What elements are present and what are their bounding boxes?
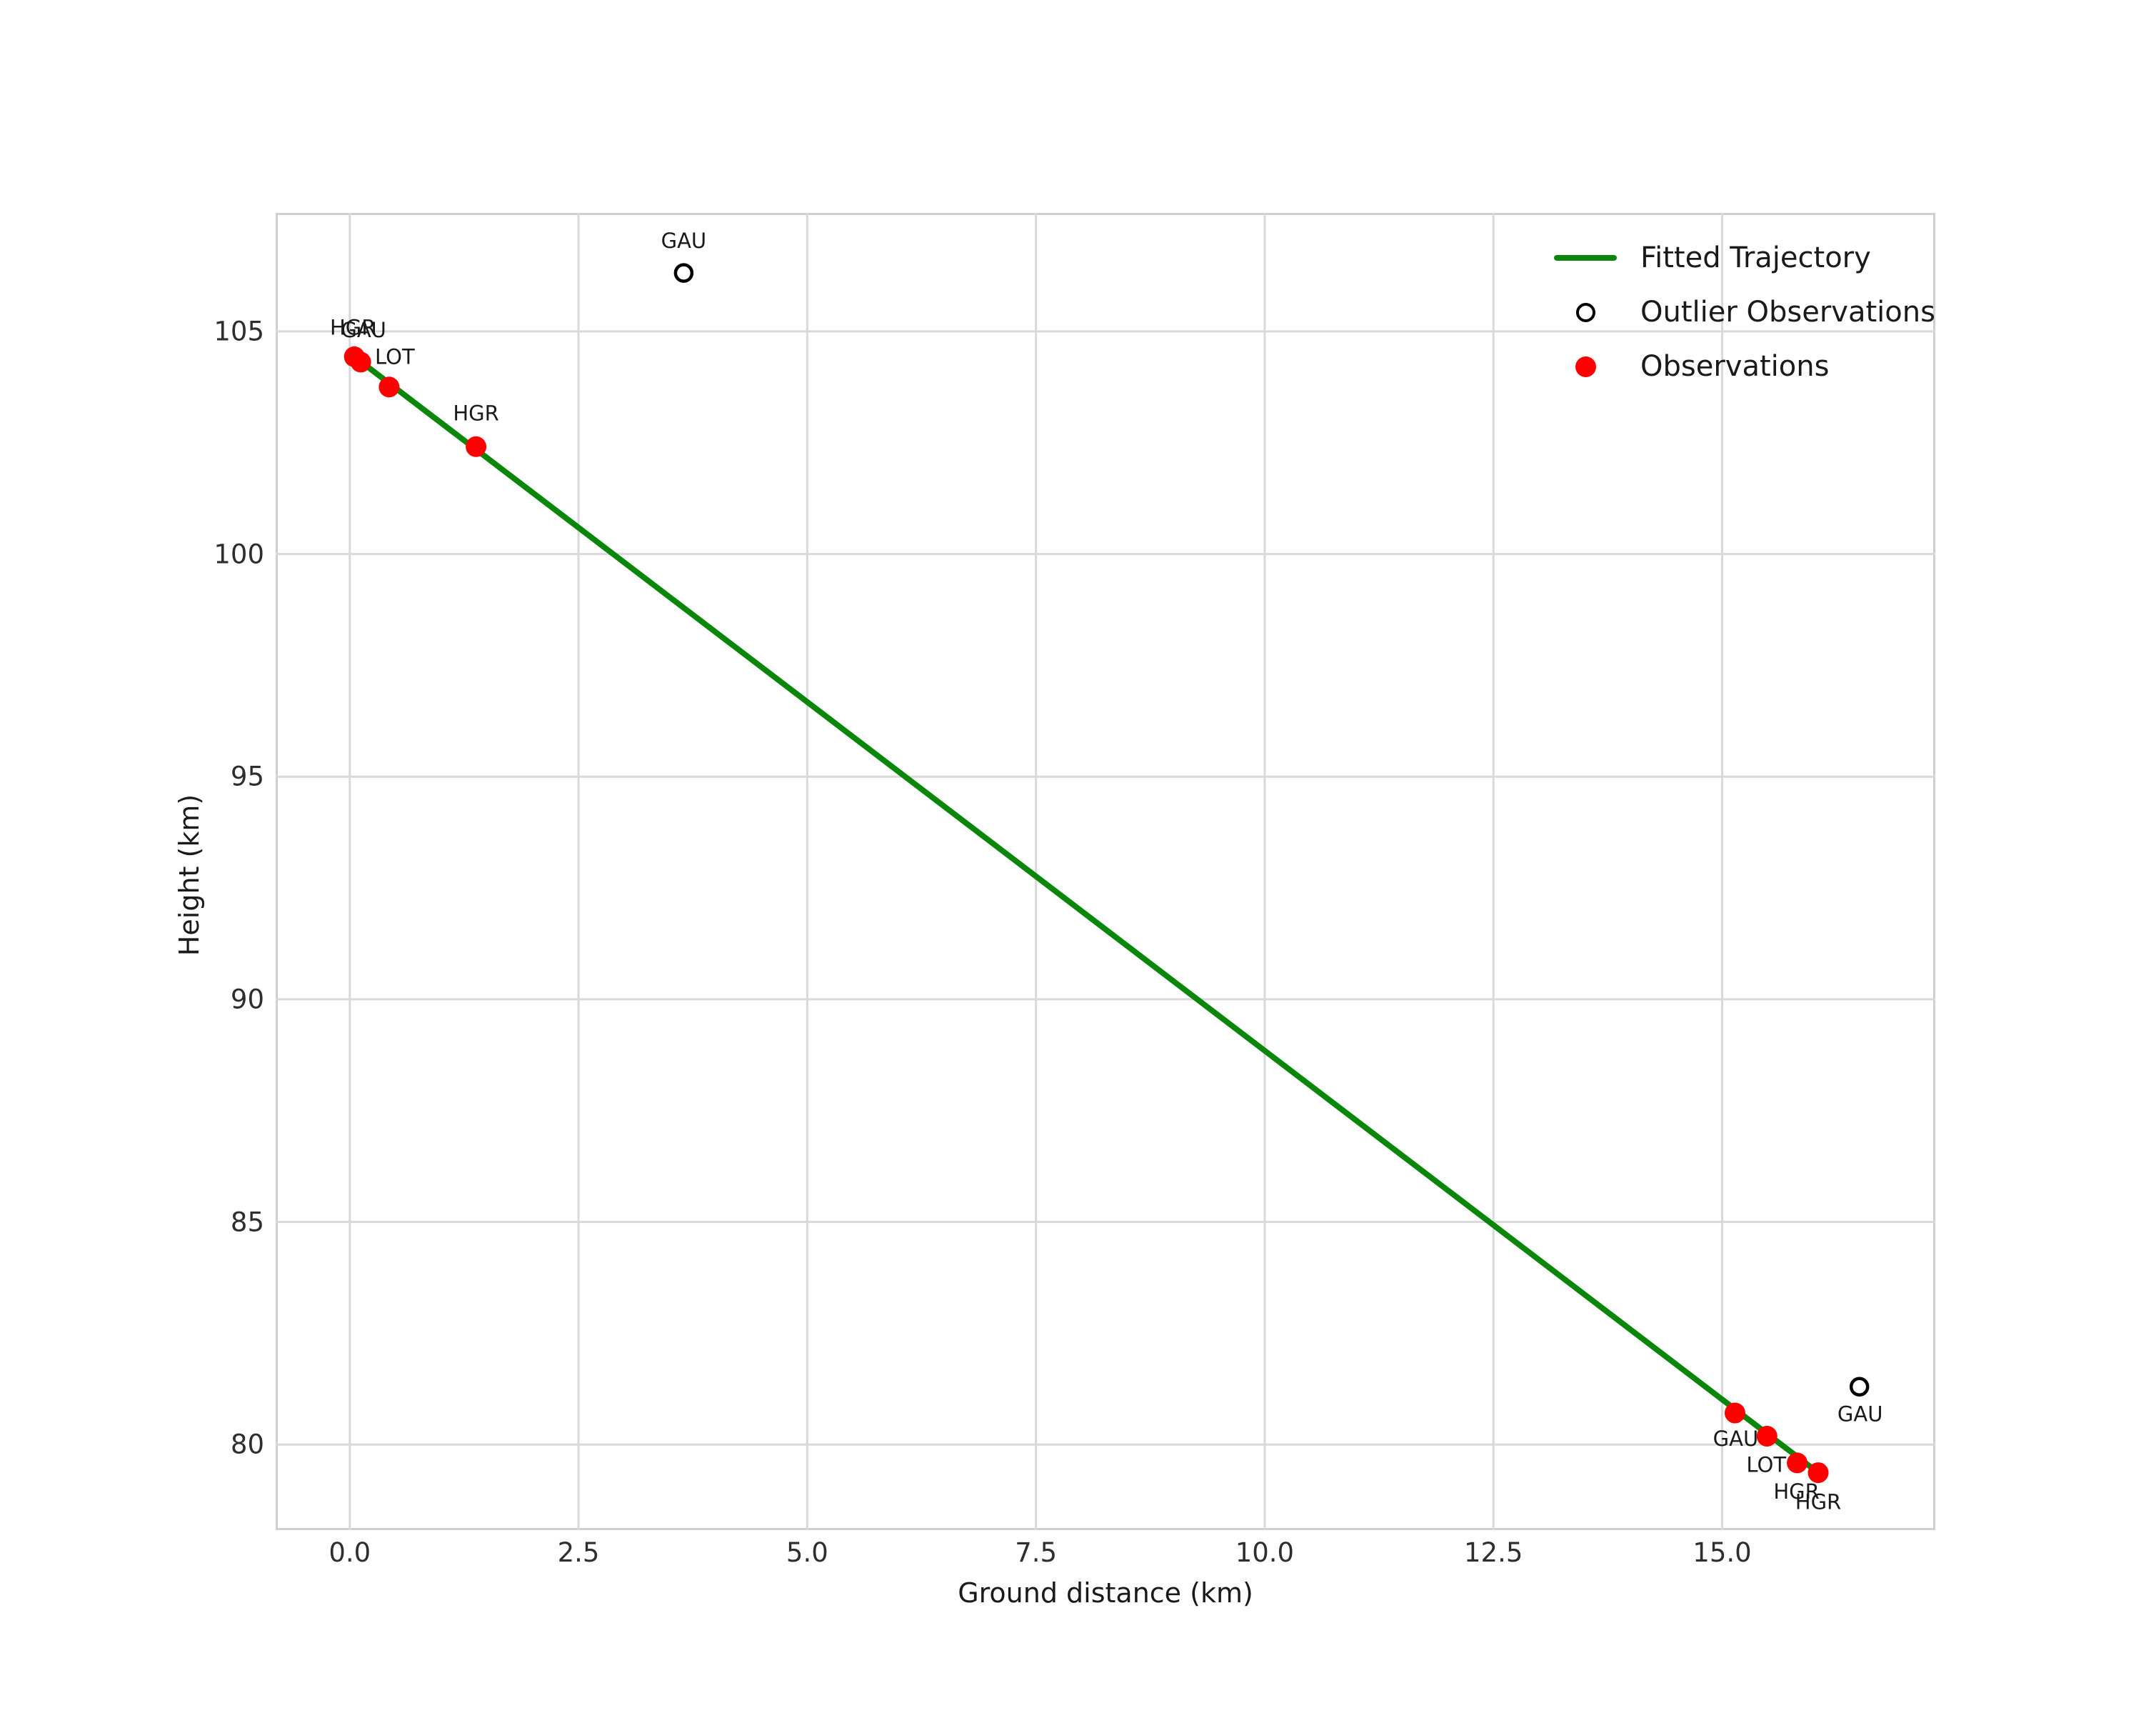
- outlier-point-gau: [1849, 1377, 1870, 1397]
- x-axis-label: Ground distance (km): [958, 1577, 1253, 1609]
- observation-point-lot: [378, 376, 400, 398]
- observation-point-hgr: [466, 436, 487, 457]
- legend-label-outlier-observations: Outlier Observations: [1640, 296, 1935, 329]
- filled-circle-marker-icon: [1575, 356, 1596, 377]
- legend-swatch: [1554, 255, 1617, 261]
- legend-entry-fitted-trajectory: Fitted Trajectory: [1554, 231, 1935, 285]
- legend-label-observations: Observations: [1640, 350, 1830, 383]
- y-tick-label: 105: [214, 316, 264, 347]
- open-circle-marker-icon: [1575, 302, 1595, 322]
- x-tick-label: 10.0: [1235, 1537, 1295, 1568]
- fitted-trajectory-line: [351, 354, 1822, 1476]
- y-tick-label: 100: [214, 539, 264, 570]
- observation-point-gau: [1724, 1402, 1745, 1424]
- x-tick-label: 5.0: [786, 1537, 828, 1568]
- legend-entry-observations: Observations: [1554, 339, 1935, 394]
- station-label-gau: GAU: [1713, 1427, 1759, 1451]
- observation-point-hgr: [1807, 1462, 1829, 1484]
- x-tick-label: 12.5: [1464, 1537, 1523, 1568]
- station-label-hgr: HGR: [1773, 1479, 1819, 1504]
- x-tick-label: 7.5: [1015, 1537, 1058, 1568]
- observation-point-lot: [1756, 1425, 1778, 1447]
- green-line-swatch-icon: [1554, 255, 1617, 261]
- y-tick-label: 80: [230, 1429, 264, 1460]
- x-tick-label: 0.0: [329, 1537, 371, 1568]
- legend-entry-outlier-observations: Outlier Observations: [1554, 285, 1935, 339]
- x-tick-label: 2.5: [557, 1537, 600, 1568]
- station-label-hgr: HGR: [1795, 1490, 1841, 1514]
- y-axis-label: Height (km): [174, 794, 205, 957]
- observation-point-hgr: [1787, 1452, 1808, 1474]
- y-tick-label: 90: [230, 984, 264, 1015]
- legend-swatch: [1554, 356, 1617, 377]
- station-label-lot: LOT: [375, 345, 415, 369]
- y-tick-label: 95: [230, 761, 264, 792]
- y-tick-label: 85: [230, 1207, 264, 1238]
- legend-label-fitted-trajectory: Fitted Trajectory: [1640, 241, 1871, 274]
- outlier-point-gau: [673, 263, 694, 283]
- station-label-gau: GAU: [341, 318, 386, 342]
- station-label-hgr: HGR: [330, 315, 376, 339]
- axes-spines: [276, 213, 1935, 1530]
- observation-point-gau: [350, 351, 371, 373]
- legend: Fitted Trajectory Outlier Observations O…: [1554, 231, 1935, 394]
- station-label-gau: GAU: [1837, 1402, 1883, 1426]
- station-label-lot: LOT: [1746, 1452, 1786, 1477]
- legend-swatch: [1554, 302, 1617, 322]
- x-tick-label: 15.0: [1693, 1537, 1752, 1568]
- station-label-hgr: HGR: [453, 401, 498, 425]
- station-label-gau: GAU: [661, 229, 707, 253]
